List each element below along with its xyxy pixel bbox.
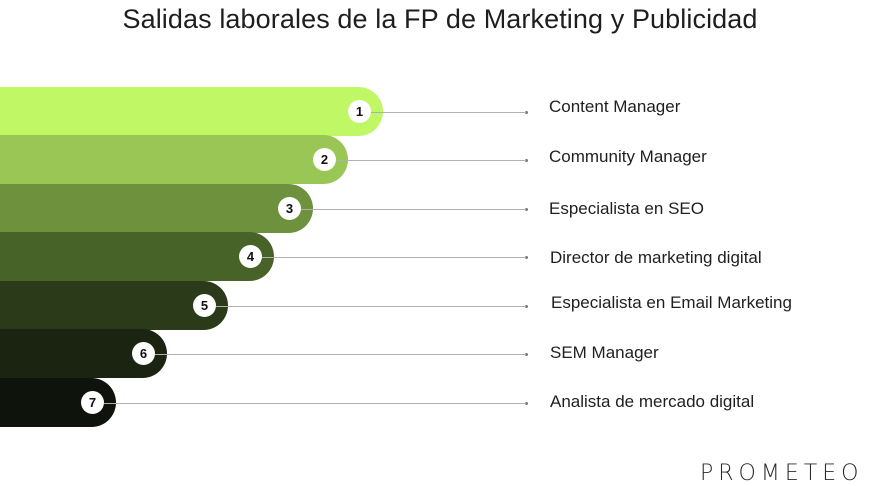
career-label: Director de marketing digital: [550, 248, 762, 267]
connector-end-dot: [525, 305, 528, 308]
diagram-title: Salidas laborales de la FP de Marketing …: [122, 4, 758, 34]
career-label: Especialista en SEO: [549, 199, 704, 218]
connector-end-dot: [525, 111, 528, 114]
step-bar-3: [0, 184, 313, 233]
connector-line: [301, 209, 526, 210]
step-number-badge: 5: [193, 294, 216, 317]
step-bar-1: [0, 87, 383, 136]
connector-end-dot: [525, 256, 528, 259]
step-bar-2: [0, 135, 348, 184]
step-number-badge: 4: [239, 245, 262, 268]
step-bar-5: [0, 281, 228, 330]
step-number-badge: 3: [278, 197, 301, 220]
career-label: Analista de mercado digital: [550, 392, 755, 411]
connector-end-dot: [525, 159, 528, 162]
career-label: SEM Manager: [550, 343, 659, 362]
step-number-badge: 7: [81, 391, 104, 414]
connector-end-dot: [525, 208, 528, 211]
connector-line: [216, 306, 526, 307]
connector-line: [104, 403, 526, 404]
career-label: Especialista en Email Marketing: [551, 293, 792, 312]
connector-end-dot: [525, 402, 528, 405]
connector-line: [336, 160, 526, 161]
connector-end-dot: [525, 353, 528, 356]
step-bar-4: [0, 232, 274, 281]
brand-logo: PROMETEO: [700, 461, 864, 486]
step-number-badge: 6: [132, 342, 155, 365]
connector-line: [155, 354, 526, 355]
step-number-badge: 1: [348, 100, 371, 123]
connector-line: [262, 257, 526, 258]
step-number-badge: 2: [313, 148, 336, 171]
career-label: Content Manager: [549, 97, 681, 116]
career-label: Community Manager: [549, 147, 707, 166]
connector-line: [371, 112, 526, 113]
